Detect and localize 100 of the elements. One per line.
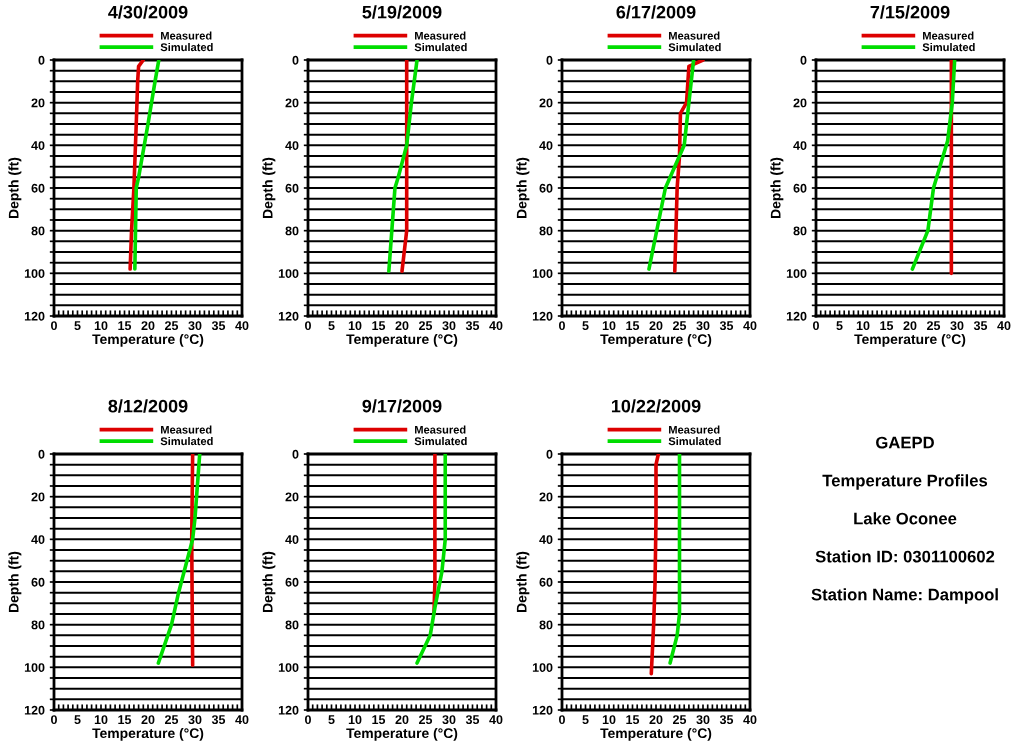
line-series <box>910 60 957 271</box>
legend-label: Measured <box>161 31 212 40</box>
legend-label: Simulated <box>414 436 467 446</box>
x-axis-title: Temperature (°C) <box>346 727 458 741</box>
y-tick-label: 0 <box>546 55 553 65</box>
x-tick-label: 10 <box>94 715 108 725</box>
y-tick-label: 20 <box>539 492 553 502</box>
y-tick-label: 60 <box>31 577 45 587</box>
x-tick-label: 40 <box>235 715 249 725</box>
x-tick-label: 20 <box>141 715 155 725</box>
y-tick-label: 100 <box>24 663 45 672</box>
x-tick-label: 20 <box>141 321 155 331</box>
x-tick-label: 35 <box>465 321 480 331</box>
x-axis-title: Temperature (°C) <box>92 333 204 347</box>
legend-label: Measured <box>161 425 212 434</box>
x-tick-label: 5 <box>582 715 589 725</box>
x-tick-label: 0 <box>813 321 819 331</box>
x-tick-label: 25 <box>672 715 687 725</box>
x-tick-label: 35 <box>719 715 734 725</box>
text: Station ID: 0301100602 <box>815 550 995 563</box>
y-axis-title: Depth (ft) <box>770 157 784 218</box>
y-tick-label: 0 <box>546 449 553 459</box>
x-tick-label: 10 <box>856 321 870 331</box>
x-tick-label: 30 <box>950 321 964 331</box>
y-tick-label: 120 <box>786 311 807 321</box>
y-axis-title: Depth (ft) <box>262 551 276 612</box>
chart-title: 4/30/2009 <box>108 5 188 19</box>
x-tick-label: 25 <box>926 321 941 331</box>
line-series <box>415 454 448 665</box>
y-axis-title: Depth (ft) <box>516 551 530 612</box>
x-tick-label: 0 <box>559 321 565 331</box>
x-tick-label: 30 <box>696 715 710 725</box>
x-tick-label: 0 <box>51 715 57 725</box>
legend-label: Measured <box>923 31 974 40</box>
x-tick-label: 25 <box>164 715 179 725</box>
x-tick-label: 30 <box>696 321 710 331</box>
y-tick-label: 40 <box>285 141 299 150</box>
line-series <box>128 60 146 271</box>
x-tick-label: 35 <box>973 321 988 331</box>
x-tick-label: 20 <box>649 715 663 725</box>
y-tick-label: 100 <box>786 269 807 278</box>
x-tick-label: 20 <box>903 321 917 331</box>
y-tick-label: 60 <box>793 183 807 193</box>
x-tick-label: 15 <box>118 321 132 331</box>
x-tick-label: 20 <box>395 321 409 331</box>
text: Lake Oconee <box>854 512 957 525</box>
x-tick-label: 20 <box>649 321 663 331</box>
y-tick-label: 20 <box>285 492 299 502</box>
chart-title: 10/22/2009 <box>611 399 701 413</box>
y-tick-label: 0 <box>292 449 299 459</box>
x-tick-label: 0 <box>559 715 565 725</box>
line-series <box>387 60 419 274</box>
x-tick-label: 5 <box>328 715 335 725</box>
y-tick-label: 40 <box>31 141 45 150</box>
y-tick-label: 0 <box>292 55 299 65</box>
x-tick-label: 40 <box>235 321 249 331</box>
x-tick-label: 0 <box>305 321 311 331</box>
x-tick-label: 5 <box>582 321 589 331</box>
x-tick-label: 40 <box>997 321 1011 331</box>
y-tick-label: 100 <box>532 269 553 278</box>
x-tick-label: 5 <box>328 321 335 331</box>
x-tick-label: 25 <box>418 715 433 725</box>
y-tick-label: 120 <box>24 311 45 321</box>
chart-title: 6/17/2009 <box>616 5 696 19</box>
line-series <box>156 454 202 665</box>
text: Station Name: Dampool <box>811 588 998 604</box>
y-tick-label: 40 <box>539 535 553 544</box>
x-tick-label: 15 <box>118 715 132 725</box>
legend-label: Measured <box>669 31 720 40</box>
x-tick-label: 10 <box>94 321 108 331</box>
legend-label: Measured <box>415 425 466 434</box>
y-tick-label: 20 <box>31 492 45 502</box>
y-tick-label: 120 <box>532 705 553 715</box>
x-tick-label: 30 <box>442 321 456 331</box>
x-tick-label: 5 <box>836 321 843 331</box>
y-tick-label: 80 <box>31 226 45 236</box>
x-axis-title: Temperature (°C) <box>600 333 712 347</box>
y-tick-label: 60 <box>539 577 553 587</box>
y-tick-label: 100 <box>278 663 299 672</box>
y-tick-label: 60 <box>285 577 299 587</box>
chart-title: 8/12/2009 <box>108 399 188 413</box>
y-tick-label: 80 <box>539 226 553 236</box>
line-series <box>647 60 696 271</box>
x-tick-label: 5 <box>74 715 81 725</box>
x-tick-label: 10 <box>348 321 362 331</box>
y-tick-label: 80 <box>31 620 45 630</box>
x-tick-label: 25 <box>418 321 433 331</box>
y-tick-label: 20 <box>793 98 807 108</box>
x-tick-label: 15 <box>372 715 386 725</box>
y-axis-title: Depth (ft) <box>8 551 22 612</box>
y-tick-label: 100 <box>278 269 299 278</box>
x-tick-label: 10 <box>602 715 616 725</box>
legend-label: Measured <box>415 31 466 40</box>
x-axis-title: Temperature (°C) <box>600 727 712 741</box>
y-tick-label: 60 <box>539 183 553 193</box>
y-tick-label: 80 <box>285 226 299 236</box>
x-tick-label: 15 <box>372 321 386 331</box>
x-tick-label: 40 <box>489 715 503 725</box>
x-tick-label: 40 <box>743 715 757 725</box>
x-tick-label: 10 <box>602 321 616 331</box>
